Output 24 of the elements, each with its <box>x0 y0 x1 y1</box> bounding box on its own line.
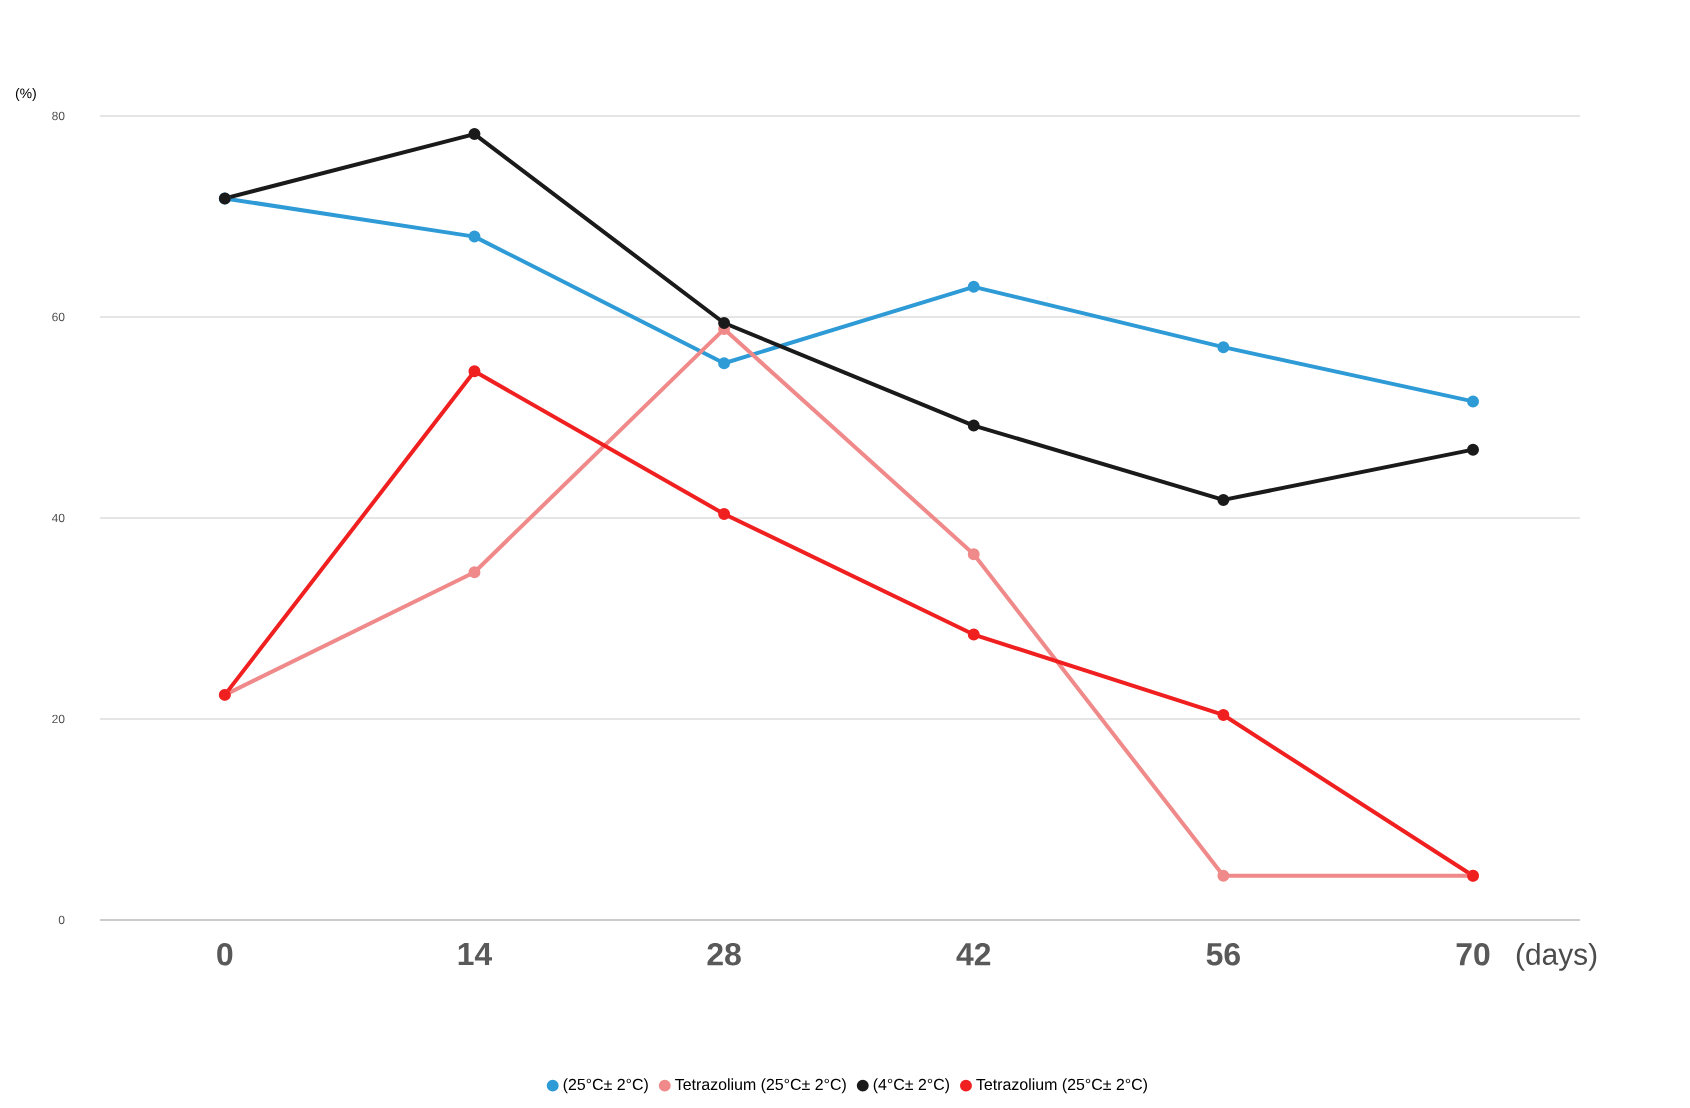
x-tick-label: 28 <box>707 942 741 966</box>
point <box>718 357 731 370</box>
point <box>1217 708 1230 721</box>
point <box>967 280 980 293</box>
point <box>718 507 731 520</box>
point <box>468 365 481 378</box>
point <box>1467 395 1479 408</box>
x-tick-label: 56 <box>1206 942 1240 966</box>
x-tick-label: 70 <box>1456 942 1490 966</box>
point <box>1217 869 1230 882</box>
point <box>967 419 980 432</box>
point <box>1217 493 1230 506</box>
point <box>718 317 731 330</box>
point <box>967 628 980 641</box>
x-tick-label: 42 <box>956 942 991 966</box>
point <box>1467 443 1479 456</box>
x-tick-label: 14 <box>458 942 493 965</box>
point <box>468 128 481 141</box>
x-tick-label: 0 <box>217 942 233 966</box>
x-axis-title: (days) <box>1516 942 1597 971</box>
point <box>468 566 481 579</box>
point <box>468 230 481 243</box>
point <box>967 548 980 561</box>
point <box>1217 341 1230 354</box>
